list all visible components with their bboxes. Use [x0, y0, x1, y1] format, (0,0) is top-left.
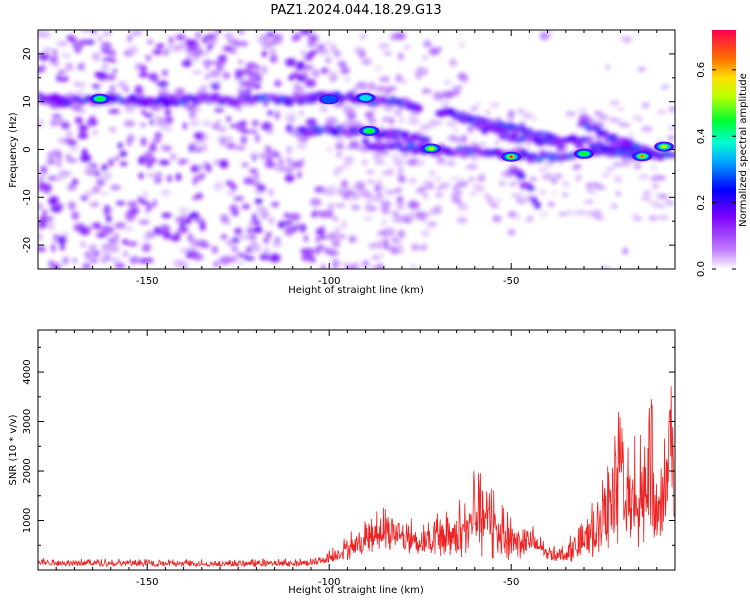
colorbar-tick-label: 0.4 — [696, 128, 707, 144]
spectrogram-x-tick-label: -50 — [503, 276, 519, 287]
spectrogram-y-tick-label: 10 — [22, 95, 33, 108]
spectrogram-x-axis-label: Height of straight line (km) — [288, 285, 424, 296]
snr-y-tick-label: 1000 — [22, 508, 33, 533]
snr-x-axis-label: Height of straight line (km) — [288, 585, 424, 596]
spectrogram-y-tick-label: -20 — [22, 237, 33, 253]
snr-y-tick-label: 4000 — [22, 359, 33, 384]
snr-x-tick-label: -50 — [503, 577, 519, 588]
colorbar-tick-label: 0.2 — [696, 195, 707, 211]
colorbar-tick-label: 0.0 — [696, 261, 707, 277]
spectrogram-y-axis-label: Frequency (Hz) — [8, 112, 19, 188]
snr-series — [38, 386, 675, 568]
spectrogram-heatmap — [38, 30, 675, 269]
snr-x-tick-label: -100 — [318, 577, 341, 588]
colorbar-ticks: 0.0 0.2 0.4 0.6 — [696, 62, 736, 277]
snr-y-tick-label: 3000 — [22, 409, 33, 434]
spectrogram-y-tick-label: -10 — [22, 189, 33, 205]
snr-x-tick-label: -150 — [136, 577, 159, 588]
snr-line — [38, 386, 675, 568]
snr-y-axis-label: SNR (10 * v/v) — [8, 414, 19, 485]
colorbar: 0.0 0.2 0.4 0.6 Normalized spectral amplitu… — [696, 30, 749, 277]
snr-y-tick-label: 2000 — [22, 458, 33, 483]
snr-panel: -150 -100 -50 1000 2000 3000 4000 Height of st… — [8, 329, 676, 596]
snr-frame — [37, 329, 676, 571]
spectrogram-x-tick-label: -100 — [318, 276, 341, 287]
spectrogram-y-tick-label: 20 — [22, 48, 33, 61]
snr-ticks: -150 -100 -50 1000 2000 3000 4000 — [22, 330, 675, 588]
colorbar-tick-label: 0.6 — [696, 62, 707, 78]
spectrogram-x-tick-label: -150 — [136, 276, 159, 287]
colorbar-gradient — [712, 30, 736, 269]
figure-title: PAZ1.2024.044.18.29.G13 — [270, 3, 441, 18]
colorbar-label: Normalized spectral amplitude — [738, 73, 749, 227]
spectrogram-y-tick-label: 0 — [22, 146, 33, 152]
